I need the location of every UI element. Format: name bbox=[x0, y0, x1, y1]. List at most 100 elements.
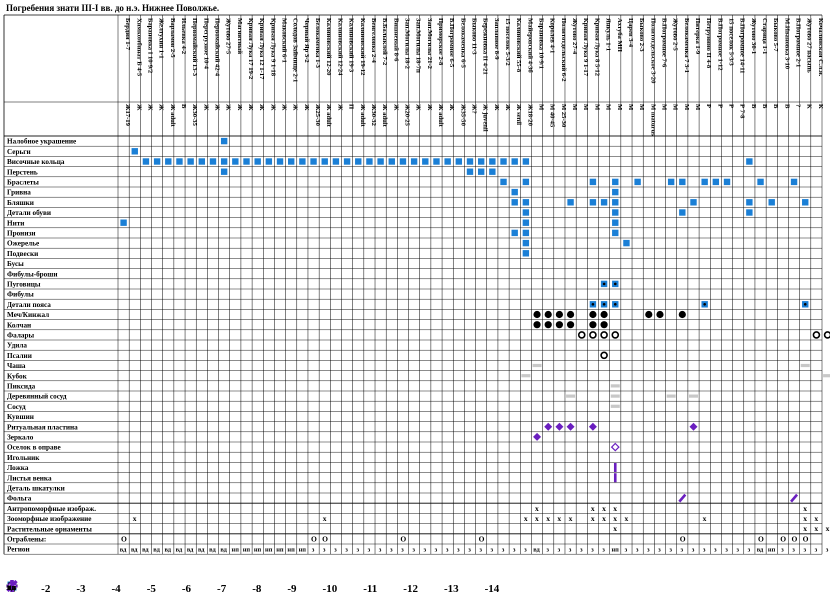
ring-mark bbox=[600, 331, 608, 339]
column-code: Ж35-50 bbox=[459, 104, 466, 127]
black-circle-mark bbox=[600, 321, 608, 329]
purple-diamond-mark bbox=[544, 422, 553, 431]
blue-square-mark bbox=[120, 219, 127, 226]
blue-square-mark bbox=[511, 229, 518, 237]
column-code: Ж adult bbox=[169, 104, 176, 128]
black-circle-mark bbox=[589, 321, 597, 329]
purple-diamond-mark bbox=[555, 422, 564, 431]
row-label: Меч/Кинжал bbox=[7, 311, 49, 319]
legend-label: -14 bbox=[484, 583, 500, 595]
grey-bar-mark bbox=[688, 394, 698, 398]
column-code: М maturus bbox=[649, 104, 656, 136]
column-code: М bbox=[582, 104, 589, 111]
legend-item: -3 bbox=[7, 581, 86, 595]
x-mark: x bbox=[602, 514, 606, 523]
black-circle-mark bbox=[544, 310, 552, 319]
row-label: Детали пояса bbox=[7, 301, 51, 309]
column-code: Ж bbox=[202, 104, 209, 111]
legend-item: o -11 bbox=[7, 582, 378, 595]
region-code: вд bbox=[176, 547, 183, 554]
blue-square-mark bbox=[444, 158, 451, 165]
row-label: Фалары bbox=[7, 332, 34, 340]
x-mark: x bbox=[591, 514, 595, 523]
region-code: з bbox=[457, 547, 460, 554]
x-mark: x bbox=[703, 514, 707, 523]
blue-square-mark bbox=[511, 199, 518, 206]
column-code: Ж25-30 bbox=[314, 104, 321, 127]
purple-open-diamond-mark bbox=[610, 442, 620, 452]
blue-square-mark bbox=[679, 209, 686, 216]
column-code: Ж bbox=[493, 104, 500, 111]
column-name: Приморское 2-8 bbox=[437, 18, 444, 66]
legend-item: x -10 bbox=[7, 582, 338, 595]
row-label: Ограблены: bbox=[7, 536, 46, 544]
blue-square-mark bbox=[589, 199, 597, 206]
purple-slash-mark bbox=[678, 493, 687, 503]
blue-square-mark bbox=[321, 158, 328, 165]
region-code: з bbox=[502, 547, 505, 554]
svg-text:з: з bbox=[7, 582, 11, 592]
page-title: Погребения знати III-I вв. до н.э. Нижне… bbox=[6, 3, 220, 13]
blue-square-mark bbox=[131, 148, 138, 155]
row-label: Детали обуви bbox=[7, 209, 51, 217]
column-code: М bbox=[694, 104, 701, 111]
region-code: вд bbox=[209, 547, 216, 554]
region-code: з bbox=[356, 547, 359, 554]
column-name: В.Погромное 6-5 bbox=[448, 18, 455, 68]
svg-text:x: x bbox=[7, 582, 12, 592]
blue-square-mark bbox=[209, 158, 217, 165]
x-mark: x bbox=[613, 524, 617, 533]
region-code: з bbox=[647, 547, 650, 554]
x-mark: x bbox=[814, 524, 818, 533]
blue-square-mark bbox=[612, 178, 619, 186]
robbed-mark: O bbox=[758, 535, 764, 544]
column-code: Ж adult bbox=[325, 104, 332, 128]
row-label: Чаша bbox=[7, 362, 26, 370]
region-code: з bbox=[379, 547, 382, 554]
region-code: з bbox=[803, 547, 806, 554]
blue-square-mark bbox=[489, 158, 496, 165]
legend-item: -2 bbox=[7, 581, 50, 595]
legend-item: -8 bbox=[10, 580, 261, 595]
column-code: Ж bbox=[448, 104, 455, 111]
column-code: М bbox=[672, 104, 679, 111]
legend-symbol: нп bbox=[7, 583, 17, 592]
column-code: Р bbox=[728, 104, 735, 108]
svg-text:вд: вд bbox=[7, 583, 15, 592]
legend-item: -6 bbox=[6, 580, 192, 595]
column-code: М 40-45 bbox=[549, 104, 556, 128]
blue-dot-square-center bbox=[803, 303, 807, 306]
ring-mark bbox=[823, 331, 830, 339]
column-code: В bbox=[180, 104, 187, 109]
column-code: М bbox=[627, 104, 634, 111]
blue-square-mark bbox=[466, 168, 474, 175]
legend-label: -6 bbox=[181, 583, 192, 595]
region-code: вд bbox=[533, 547, 540, 554]
blue-square-mark bbox=[701, 178, 708, 186]
column-code: М bbox=[660, 104, 667, 111]
column-name: Белокаменка 7 3-1 bbox=[683, 18, 690, 73]
svg-text:o: o bbox=[7, 582, 12, 592]
column-code: М bbox=[605, 104, 612, 111]
region-code: з bbox=[558, 547, 561, 554]
row-label: Антропоморфные изображ. bbox=[7, 505, 96, 513]
legend-label: -11 bbox=[363, 583, 378, 595]
region-code: з bbox=[781, 547, 784, 554]
region-code: з bbox=[479, 547, 482, 554]
legend-label: -10 bbox=[322, 583, 338, 595]
column-code: Ж bbox=[135, 104, 142, 111]
legend-label: -12 bbox=[403, 583, 418, 595]
blue-square-mark bbox=[310, 158, 317, 165]
purple-diamond-mark bbox=[689, 422, 698, 431]
region-code: з bbox=[401, 547, 404, 554]
region-code: з bbox=[491, 547, 494, 554]
blue-square-mark bbox=[612, 199, 619, 206]
column-name: В.Балыклей 7-2 bbox=[381, 18, 388, 66]
region-code: вд bbox=[198, 547, 205, 554]
column-name: Химкомбинат Б 4-5 bbox=[135, 18, 142, 77]
legend-symbol: x bbox=[7, 582, 12, 592]
blue-square-mark bbox=[466, 158, 474, 165]
region-code: нп bbox=[768, 547, 776, 554]
region-code: з bbox=[513, 547, 516, 554]
